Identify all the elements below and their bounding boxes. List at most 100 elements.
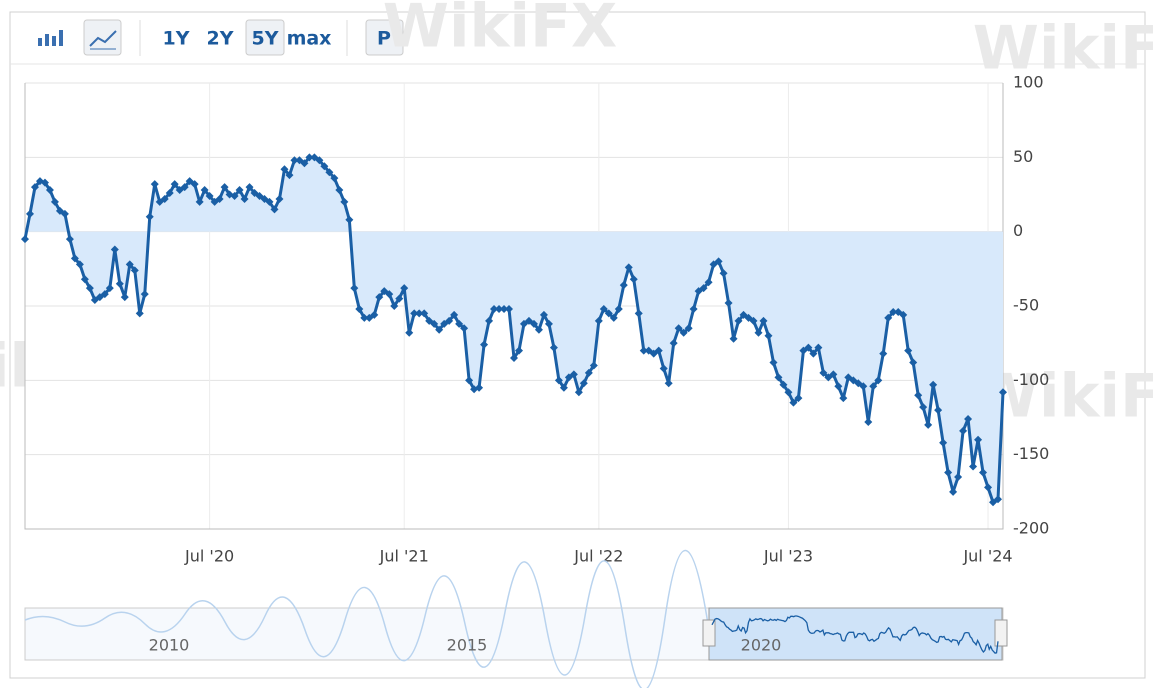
bar-icon[interactable] [38, 30, 63, 46]
x-tick-label: Jul '24 [962, 547, 1012, 566]
navigator-selection[interactable] [708, 607, 1003, 661]
point [290, 156, 299, 165]
point [415, 309, 424, 318]
point [689, 304, 698, 313]
point [659, 364, 668, 373]
range-button[interactable]: 1Y [163, 28, 190, 50]
point [579, 379, 588, 388]
point [510, 354, 518, 363]
point [779, 380, 788, 389]
navigator-handle[interactable] [994, 619, 1008, 647]
line-button[interactable] [83, 19, 122, 56]
point [954, 472, 963, 481]
y-tick-label: -50 [1013, 296, 1039, 315]
point [480, 340, 489, 349]
range-button[interactable]: max [287, 28, 332, 50]
point [150, 180, 159, 189]
point [949, 487, 958, 496]
area [25, 157, 1003, 503]
point [984, 483, 993, 492]
point [884, 313, 893, 322]
point [589, 361, 598, 370]
point [664, 379, 673, 388]
point [584, 368, 593, 377]
point [230, 191, 239, 200]
point [919, 403, 928, 412]
point [864, 417, 873, 426]
point [719, 269, 728, 278]
point [500, 304, 509, 313]
point [759, 316, 768, 325]
point [265, 197, 274, 206]
point [195, 197, 204, 206]
point [330, 174, 339, 183]
point [909, 358, 918, 367]
point [899, 310, 908, 319]
point [445, 316, 454, 325]
point [639, 346, 648, 355]
navigator-handle[interactable] [702, 619, 716, 647]
print-button[interactable]: P [377, 28, 391, 50]
point [485, 316, 494, 325]
point [959, 426, 968, 435]
point [714, 257, 723, 266]
point [85, 284, 94, 293]
point [340, 197, 349, 206]
point [819, 368, 828, 377]
range-button[interactable]: 5Y [252, 28, 279, 50]
point [994, 495, 1003, 504]
point [350, 284, 359, 293]
point [435, 325, 444, 334]
point [30, 183, 39, 192]
point [495, 304, 504, 313]
point [594, 316, 603, 325]
point [205, 191, 214, 200]
point [130, 266, 139, 275]
point [774, 373, 783, 382]
point [794, 394, 803, 403]
point [420, 309, 429, 318]
y-tick-label: -100 [1013, 370, 1049, 389]
navigator-label: 2020 [741, 636, 782, 655]
point [999, 388, 1007, 397]
point [400, 284, 409, 293]
point [25, 209, 34, 218]
point [410, 309, 419, 318]
point [669, 339, 678, 348]
point [135, 309, 144, 318]
point [21, 235, 29, 244]
point [569, 370, 578, 379]
point [534, 325, 543, 334]
point [325, 168, 334, 177]
point [160, 194, 169, 203]
x-tick-label: Jul '23 [763, 547, 813, 566]
point [390, 302, 399, 310]
point [220, 183, 229, 192]
point [874, 376, 883, 385]
point [475, 383, 484, 392]
point [70, 254, 79, 263]
point [50, 197, 59, 206]
point [40, 178, 49, 187]
point [559, 383, 568, 392]
point [345, 215, 354, 224]
range-button[interactable]: 2Y [207, 28, 234, 50]
point [804, 343, 813, 352]
point [80, 275, 89, 284]
point [450, 310, 459, 319]
point [514, 346, 523, 355]
point [654, 346, 663, 355]
point [140, 290, 149, 299]
point [929, 380, 938, 389]
watermark: WikiFX [383, 0, 617, 62]
watermark: WikiFX [973, 14, 1153, 84]
point [784, 388, 793, 397]
x-tick-label: Jul '21 [379, 547, 429, 566]
point [829, 370, 838, 379]
point [75, 260, 84, 269]
point [45, 186, 54, 195]
point [505, 304, 514, 313]
point [544, 319, 553, 328]
point [460, 324, 469, 333]
point [834, 382, 843, 391]
